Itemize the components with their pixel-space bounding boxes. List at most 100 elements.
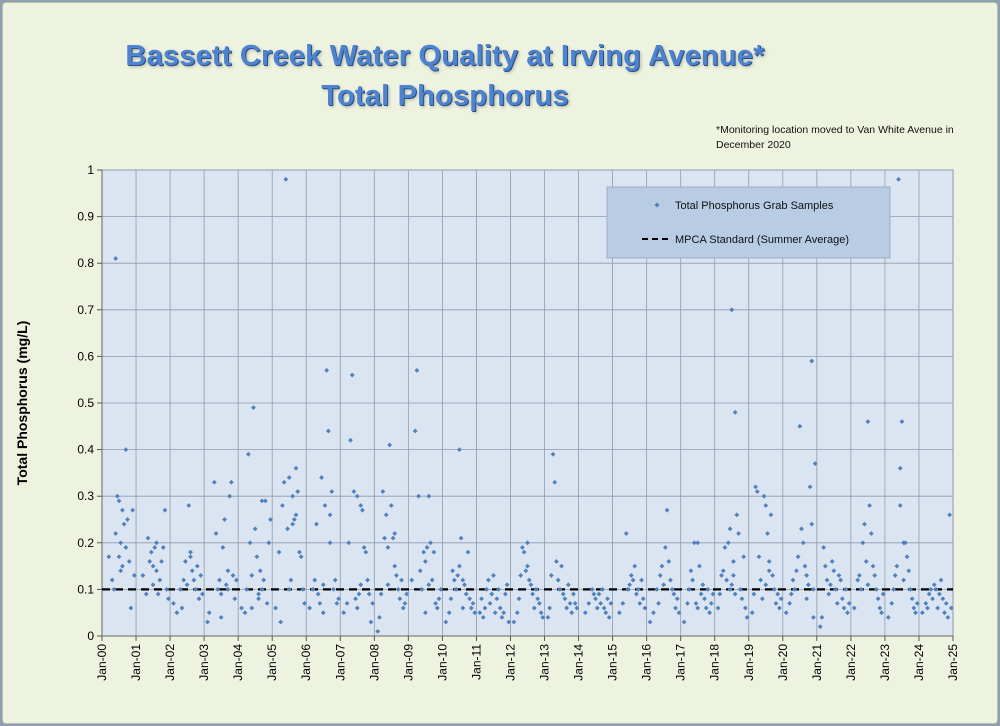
x-tick-label: Jan-11 — [469, 644, 483, 680]
data-point — [947, 512, 952, 518]
x-tick-label: Jan-01 — [129, 644, 143, 681]
legend-box — [606, 186, 891, 259]
data-point — [860, 540, 866, 546]
data-point — [617, 610, 622, 616]
data-point — [315, 591, 321, 597]
data-point — [426, 582, 432, 588]
data-point — [458, 535, 464, 541]
data-point — [460, 577, 466, 583]
data-point — [548, 573, 554, 578]
data-point — [856, 573, 862, 578]
data-point — [380, 489, 386, 494]
data-point — [361, 545, 367, 550]
data-point — [402, 600, 408, 606]
data-point — [557, 587, 563, 592]
data-point — [608, 600, 614, 606]
data-point — [940, 596, 946, 602]
x-tick-label: Jan-13 — [538, 644, 552, 681]
data-point — [659, 563, 665, 569]
data-point — [387, 442, 393, 448]
data-point — [394, 573, 399, 578]
data-point — [261, 577, 267, 583]
y-tick-label: 0.9 — [77, 210, 94, 224]
data-point — [114, 493, 120, 499]
data-point — [582, 610, 588, 616]
x-tick-label: Jan-22 — [844, 644, 858, 681]
y-tick-label: 0.6 — [77, 349, 94, 363]
data-point — [538, 610, 544, 616]
data-point — [802, 563, 808, 569]
data-point — [766, 568, 772, 574]
data-point — [291, 517, 297, 522]
data-point — [642, 605, 648, 611]
data-point — [353, 596, 358, 602]
data-point — [851, 605, 857, 611]
data-point — [228, 479, 234, 485]
data-point — [525, 540, 530, 546]
location-note: *Monitoring location moved to Van White … — [716, 124, 954, 151]
data-point — [276, 549, 282, 555]
x-tick-label: Jan-25 — [946, 644, 960, 681]
data-point — [290, 521, 296, 527]
data-point — [571, 591, 576, 597]
data-point — [460, 605, 466, 611]
data-point — [634, 591, 639, 597]
data-point — [327, 512, 333, 518]
data-point — [368, 619, 374, 625]
data-point — [118, 540, 124, 546]
data-point — [491, 573, 496, 578]
data-point — [697, 563, 702, 569]
data-point — [528, 582, 534, 588]
x-tick-label: Jan-06 — [299, 644, 313, 681]
data-point — [426, 493, 432, 499]
data-point — [874, 587, 879, 592]
data-point — [846, 600, 852, 606]
data-point — [499, 614, 505, 620]
data-point — [555, 577, 561, 583]
data-point — [497, 605, 503, 611]
data-point — [715, 605, 721, 611]
data-point — [123, 447, 129, 452]
data-point — [336, 596, 341, 602]
data-point — [341, 610, 347, 616]
data-point — [821, 545, 827, 550]
data-point — [213, 531, 219, 536]
data-point — [194, 563, 200, 569]
x-tick-label: Jan-00 — [95, 644, 109, 681]
data-point — [596, 591, 602, 597]
data-point — [742, 605, 748, 611]
data-point — [159, 559, 164, 564]
data-point — [419, 587, 425, 592]
data-point — [400, 605, 406, 611]
data-point — [211, 479, 217, 485]
data-point — [605, 596, 610, 602]
data-point — [911, 605, 917, 611]
data-point — [938, 577, 944, 583]
data-point — [792, 587, 798, 592]
data-point — [656, 600, 661, 606]
data-point — [564, 605, 570, 611]
data-point — [639, 577, 644, 583]
data-point — [574, 605, 580, 611]
data-point — [468, 605, 474, 611]
data-point — [654, 587, 660, 592]
data-point — [463, 591, 469, 597]
data-point — [828, 582, 833, 588]
data-point — [839, 596, 845, 602]
data-point — [256, 596, 261, 602]
data-point — [635, 587, 641, 592]
y-tick-label: 0.3 — [77, 489, 94, 503]
data-point — [565, 582, 571, 588]
data-point — [885, 614, 891, 620]
data-point — [300, 587, 306, 592]
data-point — [388, 503, 394, 508]
data-point — [901, 577, 907, 583]
data-point — [492, 610, 498, 616]
data-point — [863, 559, 869, 564]
x-tick-label: Jan-08 — [367, 644, 381, 681]
data-point — [797, 423, 803, 429]
data-point — [824, 577, 830, 583]
data-point — [819, 614, 825, 620]
data-point — [262, 498, 268, 504]
data-point — [620, 600, 626, 606]
